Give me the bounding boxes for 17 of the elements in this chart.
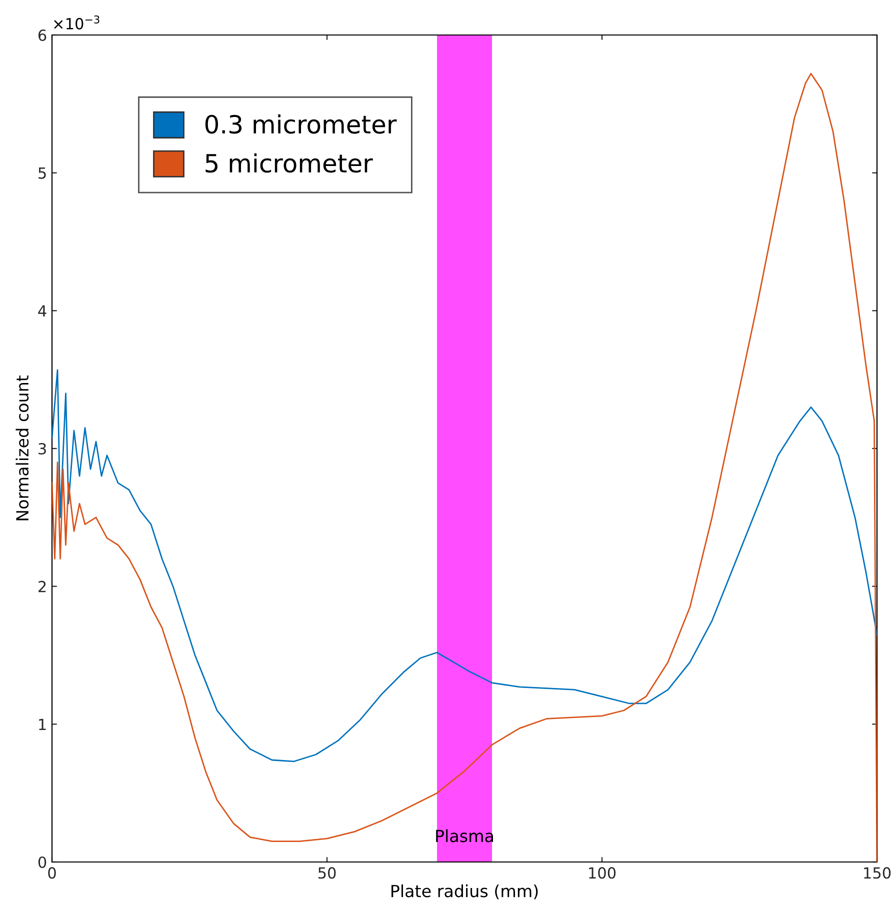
y-tick-label: 6 xyxy=(38,29,46,42)
text: ×10$^{−3}$ xyxy=(54,15,100,30)
y-tick-label: 0 xyxy=(38,856,46,868)
y-axis-title: Normalized count xyxy=(16,375,29,520)
x-tick-label: 100 xyxy=(589,867,616,879)
line-series xyxy=(52,369,877,762)
y-tick-label: 1 xyxy=(39,718,46,730)
legend-label: 0.3 micrometer xyxy=(205,114,397,134)
y-tick-label: 2 xyxy=(38,580,46,592)
legend-label: 5 micrometer xyxy=(206,153,373,173)
x-tick-label: 50 xyxy=(318,867,336,879)
x-axis-title: Plate radius (mm) xyxy=(392,884,538,900)
x-tick-label: 0 xyxy=(48,867,56,879)
y-tick-label: 5 xyxy=(38,168,46,179)
y-tick-label: 3 xyxy=(38,442,46,455)
y-tick-label: 4 xyxy=(38,305,46,316)
x-tick-label: 150 xyxy=(864,867,891,879)
